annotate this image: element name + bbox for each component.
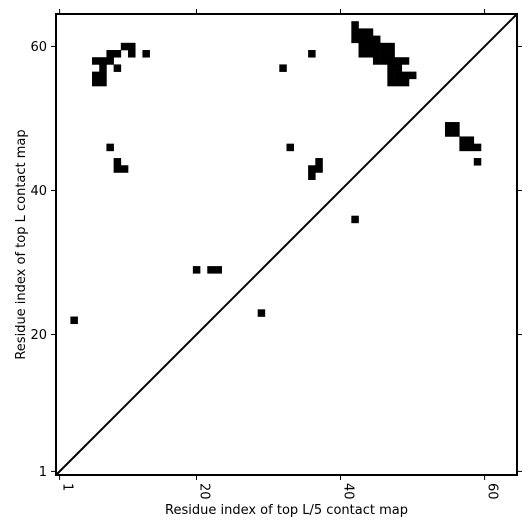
contact-cell-upper — [380, 57, 388, 65]
contact-cell-upper — [387, 42, 395, 51]
contact-cell-upper — [351, 21, 359, 29]
x-tick-label: 60 — [485, 483, 500, 500]
contact-cell-upper — [473, 143, 482, 152]
contact-cell-upper — [401, 71, 410, 80]
contact-cell-upper — [315, 165, 323, 173]
contact-cell-upper — [372, 35, 381, 44]
x-tick-label: 1 — [60, 483, 75, 491]
contact-cell-upper — [99, 71, 107, 80]
contact-cell-upper — [113, 158, 122, 166]
contact-cell-upper — [106, 50, 114, 58]
contact-cell-upper — [387, 71, 395, 80]
axis-ticks: 1 20 40 60 1 20 40 60 — [30, 9, 522, 500]
contact-cell-upper — [128, 50, 136, 58]
contact-cell-upper — [408, 71, 417, 80]
contact-cell-upper — [308, 172, 316, 180]
contact-cell-upper — [351, 35, 359, 44]
contact-cell-upper — [365, 50, 374, 58]
contact-cell-upper — [99, 78, 107, 87]
contact-cell-upper — [351, 215, 359, 224]
contact-cell-upper — [401, 78, 410, 87]
contact-cell-upper — [387, 64, 395, 72]
contact-cell-upper — [452, 129, 460, 137]
contact-cell-upper — [113, 165, 122, 173]
contact-cell-upper — [466, 136, 475, 144]
y-tick-label: 40 — [30, 184, 47, 199]
contact-cell-upper — [372, 50, 381, 58]
contact-cell-upper — [286, 143, 294, 152]
contact-cell-upper — [452, 122, 460, 130]
contact-cell-upper — [394, 64, 403, 72]
contact-cell-lower — [214, 266, 222, 274]
contact-cell-upper — [92, 57, 100, 65]
contact-cell-lower — [207, 266, 215, 274]
contact-cell-upper — [113, 50, 122, 58]
contact-cells — [70, 21, 482, 325]
contact-cell-upper — [372, 57, 381, 65]
contact-cell-upper — [387, 78, 395, 87]
contact-cell-upper — [387, 50, 395, 58]
contact-cell-upper — [394, 78, 403, 87]
contact-cell-upper — [106, 57, 114, 65]
contact-cell-upper — [380, 50, 388, 58]
contact-cell-upper — [466, 143, 475, 152]
contact-cell-upper — [92, 71, 100, 80]
y-axis-title: Residue index of top L contact map — [14, 129, 29, 359]
contact-cell-upper — [120, 165, 129, 173]
y-tick-label: 1 — [39, 465, 47, 480]
contact-cell-lower — [192, 266, 201, 274]
contact-cell-upper — [351, 28, 359, 36]
contact-cell-upper — [401, 57, 410, 65]
contact-cell-upper — [365, 35, 374, 44]
y-tick-label: 20 — [30, 328, 47, 343]
contact-cell-upper — [308, 165, 316, 173]
contact-cell-upper — [99, 64, 107, 72]
plot-frame — [55, 13, 518, 476]
x-tick-label: 20 — [196, 483, 211, 500]
contact-cell-upper — [358, 28, 367, 36]
contact-cell-upper — [380, 42, 388, 51]
contact-cell-upper — [128, 42, 136, 51]
contact-cell-upper — [315, 158, 323, 166]
contact-cell-upper — [358, 42, 367, 51]
contact-cell-upper — [444, 122, 453, 130]
contact-cell-lower — [257, 309, 266, 317]
contact-cell-upper — [142, 50, 150, 58]
x-tick-label: 40 — [341, 483, 356, 500]
contact-cell-upper — [358, 50, 367, 58]
diagonal-line — [55, 13, 518, 476]
y-tick-label: 60 — [30, 40, 47, 55]
x-axis-title: Residue index of top L/5 contact map — [165, 503, 408, 518]
contact-cell-upper — [394, 71, 403, 80]
contact-cell-lower — [70, 316, 78, 325]
contact-cell-upper — [92, 78, 100, 87]
contact-cell-upper — [459, 136, 467, 144]
contact-cell-upper — [394, 57, 403, 65]
contact-cell-upper — [387, 57, 395, 65]
contact-cell-upper — [106, 143, 114, 152]
contact-cell-upper — [459, 143, 467, 152]
contact-cell-upper — [473, 158, 482, 166]
contact-cell-upper — [99, 57, 107, 65]
contact-cell-upper — [113, 64, 122, 72]
contact-cell-upper — [372, 42, 381, 51]
contact-cell-upper — [358, 35, 367, 44]
contact-cell-upper — [365, 42, 374, 51]
contact-cell-upper — [365, 28, 374, 36]
contact-cell-upper — [444, 129, 453, 137]
contact-cell-upper — [120, 42, 129, 51]
contact-cell-upper — [308, 50, 316, 58]
contact-cell-upper — [279, 64, 287, 72]
